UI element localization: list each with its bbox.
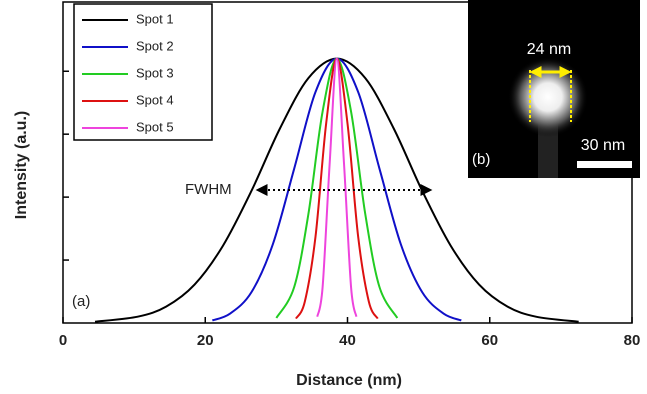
page: {"chart_data": { "type": "line", "xlabel… [0, 0, 647, 394]
legend-label: Spot 4 [136, 92, 174, 107]
series-line [317, 59, 356, 317]
series-line [296, 59, 378, 319]
y-axis-label: Intensity (a.u.) [13, 111, 30, 219]
legend-label: Spot 3 [136, 65, 174, 80]
x-tick-label: 80 [624, 332, 641, 349]
x-axis-label: Distance (nm) [296, 372, 402, 389]
legend-label: Spot 5 [136, 119, 174, 134]
scale-bar [577, 161, 632, 168]
inset-spot [508, 57, 588, 137]
x-tick-label: 20 [197, 332, 214, 349]
inset-label: 24 nm [527, 41, 571, 58]
inset: 24 nm (b) 30 nm [468, 0, 640, 178]
legend-label: Spot 2 [136, 38, 174, 53]
scale-label: 30 nm [581, 137, 625, 154]
x-tick-label: 40 [339, 332, 356, 349]
legend-label: Spot 1 [136, 11, 174, 26]
inset-panel-label: (b) [472, 151, 490, 168]
x-tick-label: 0 [59, 332, 67, 349]
fwhm-label: FWHM [185, 181, 232, 198]
x-tick-label: 60 [481, 332, 498, 349]
panel-label: (a) [72, 293, 90, 310]
chart: FWHM (a) Spot 1Spot 2Spot 3Spot 4Spot 5 … [0, 0, 647, 394]
series-line [276, 59, 397, 318]
